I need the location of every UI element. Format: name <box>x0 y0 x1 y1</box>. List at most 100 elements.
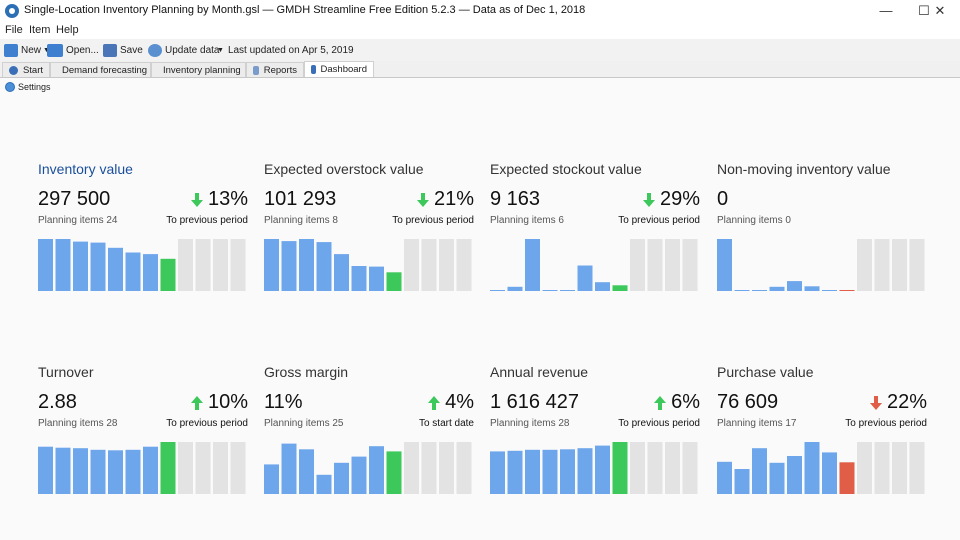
placeholder-bar <box>665 239 680 291</box>
settings-label: Settings <box>18 82 51 92</box>
menu-file[interactable]: File <box>5 24 23 36</box>
kpi-comparison: To start date <box>418 418 474 429</box>
kpi-change-value: 22% <box>886 391 927 413</box>
tab-inventory-planning[interactable]: Inventory planning <box>151 62 246 77</box>
tab-label: Dashboard <box>320 64 367 75</box>
kpi-card[interactable]: Purchase value 76 609 22% Planning items 17… <box>717 364 927 514</box>
kpi-change-value: 21% <box>433 188 474 210</box>
bar <box>90 449 106 494</box>
kpi-card[interactable]: Non-moving inventory value 0 Planning item… <box>717 161 927 311</box>
bar <box>143 446 158 494</box>
kpi-planning-items: Planning items 28 <box>490 418 570 429</box>
kpi-comparison: To previous period <box>392 215 474 226</box>
tab-label: Start <box>22 64 43 76</box>
bar <box>734 469 750 494</box>
placeholder-bar <box>195 239 211 291</box>
bar <box>507 286 523 291</box>
placeholder-bar <box>456 442 472 494</box>
bar <box>787 456 802 494</box>
kpi-card[interactable]: Gross margin 11% 4% Planning items 25 To sta… <box>264 364 474 514</box>
placeholder-bar <box>647 442 663 494</box>
bar <box>560 449 575 494</box>
kpi-value: 1 616 427 <box>490 391 579 413</box>
kpi-comparison: To previous period <box>166 418 248 429</box>
kpi-card[interactable]: Inventory value 297 500 13% Planning items … <box>38 161 248 311</box>
maximize-button[interactable]: ☐ <box>918 3 930 18</box>
kpi-planning-items: Planning items 24 <box>38 215 118 226</box>
new-file-icon <box>4 43 18 57</box>
tab-demand-forecasting[interactable]: Demand forecasting <box>50 62 151 77</box>
new-button[interactable]: New ▼ <box>4 42 50 58</box>
report-icon <box>253 65 259 75</box>
kpi-bar-chart <box>264 239 474 292</box>
bar <box>839 462 855 494</box>
chevron-down-icon[interactable]: ▼ <box>43 47 50 54</box>
bar <box>752 290 767 291</box>
bar <box>490 290 505 291</box>
info-icon <box>9 65 18 75</box>
kpi-bar-chart <box>490 442 700 495</box>
save-button[interactable]: Save <box>103 42 143 58</box>
close-button[interactable]: ✕ <box>934 3 946 18</box>
bar <box>804 442 820 494</box>
placeholder-bar <box>630 442 645 494</box>
settings-button[interactable]: Settings <box>5 82 51 92</box>
placeholder-bar <box>874 442 890 494</box>
bar <box>386 451 402 494</box>
window-title: Single-Location Inventory Planning by Mo… <box>24 4 586 16</box>
placeholder-bar <box>213 239 228 291</box>
save-button-label: Save <box>120 44 143 56</box>
open-button[interactable]: Open... <box>47 42 99 58</box>
tab-reports[interactable]: Reports <box>246 62 304 77</box>
dashboard-icon <box>311 65 316 74</box>
bar <box>160 258 176 291</box>
bar <box>90 242 106 291</box>
kpi-value: 9 163 <box>490 188 541 210</box>
bar <box>316 242 332 291</box>
kpi-card[interactable]: Expected stockout value 9 163 29% Planning … <box>490 161 700 311</box>
bar <box>560 290 575 291</box>
kpi-change: 13% <box>190 188 248 211</box>
bar <box>839 290 855 291</box>
refresh-icon <box>148 43 162 57</box>
kpi-card[interactable]: Annual revenue 1 616 427 6% Planning items … <box>490 364 700 514</box>
last-updated-dropdown[interactable]: ▼ Last updated on Apr 5, 2019 <box>217 42 354 58</box>
bar <box>787 281 802 291</box>
kpi-change: 6% <box>653 391 700 414</box>
kpi-bar-chart-svg <box>490 239 698 291</box>
bar <box>55 447 71 494</box>
kpi-title: Turnover <box>38 364 94 380</box>
bar <box>351 266 367 291</box>
bar <box>334 254 349 291</box>
kpi-change: 22% <box>869 391 927 414</box>
kpi-planning-items: Planning items 28 <box>38 418 118 429</box>
kpi-change: 29% <box>642 188 700 211</box>
menu-item[interactable]: Item <box>29 24 51 36</box>
kpi-change-value: 10% <box>207 391 248 413</box>
bar <box>38 239 53 291</box>
placeholder-bar <box>874 239 890 291</box>
kpi-value: 297 500 <box>38 188 111 210</box>
kpi-value: 101 293 <box>264 188 337 210</box>
folder-icon <box>47 43 63 57</box>
placeholder-bar <box>682 442 698 494</box>
menu-help[interactable]: Help <box>56 24 79 36</box>
tab-dashboard[interactable]: Dashboard <box>304 61 374 77</box>
bar <box>281 241 297 291</box>
arrow-up-icon <box>653 395 667 411</box>
bar <box>143 254 158 291</box>
kpi-planning-items: Planning items 8 <box>264 215 338 226</box>
kpi-card[interactable]: Expected overstock value 101 293 21% Planni… <box>264 161 474 311</box>
placeholder-bar <box>682 239 698 291</box>
bar <box>264 239 279 291</box>
kpi-bar-chart <box>38 239 248 292</box>
bar <box>299 449 314 494</box>
minimize-button[interactable]: — <box>879 3 893 18</box>
kpi-card[interactable]: Turnover 2.88 10% Planning items 28 To previ… <box>38 364 248 514</box>
bar <box>612 442 628 494</box>
placeholder-bar <box>421 239 437 291</box>
tab-start[interactable]: Start <box>2 62 50 77</box>
update-data-button[interactable]: Update data <box>148 42 220 58</box>
bar <box>490 451 505 494</box>
bar <box>160 442 176 494</box>
